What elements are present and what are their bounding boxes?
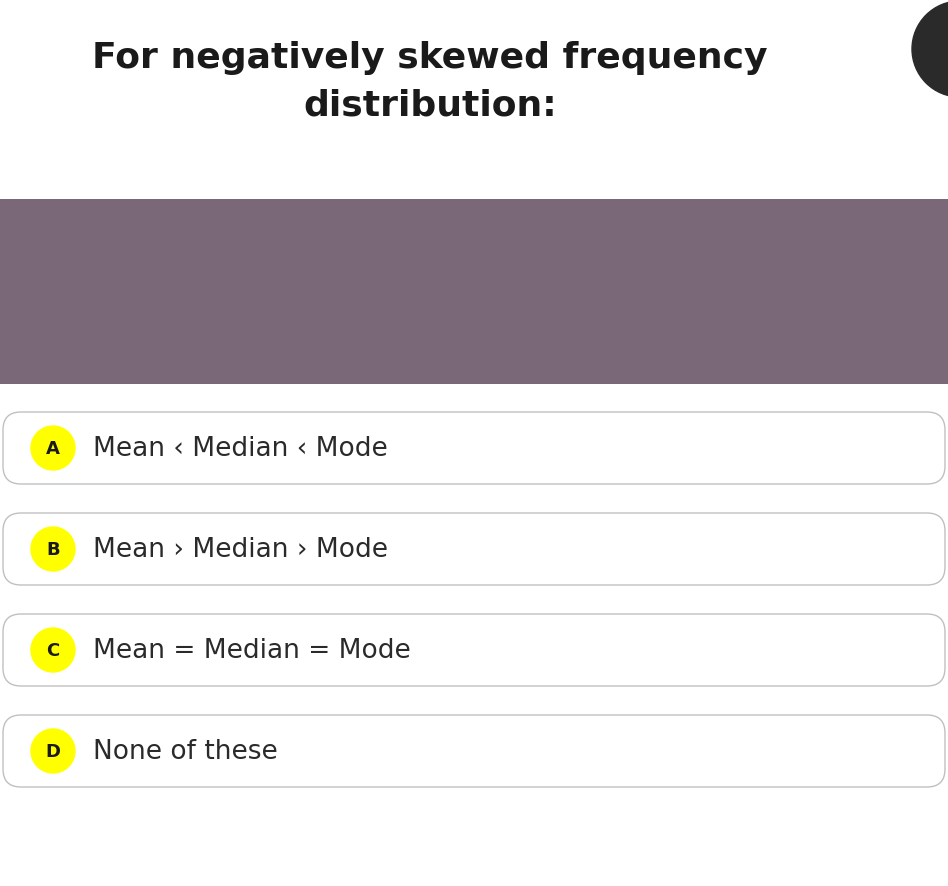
Text: None of these: None of these: [93, 738, 278, 764]
Circle shape: [912, 2, 948, 97]
Text: D: D: [46, 742, 61, 760]
Text: Mean = Median = Mode: Mean = Median = Mode: [93, 637, 410, 664]
Circle shape: [31, 426, 75, 470]
Text: distribution:: distribution:: [303, 88, 556, 122]
Circle shape: [31, 729, 75, 773]
Text: A: A: [46, 439, 60, 457]
Text: Mean ‹ Median ‹ Mode: Mean ‹ Median ‹ Mode: [93, 436, 388, 462]
FancyBboxPatch shape: [0, 199, 948, 385]
Text: For negatively skewed frequency: For negatively skewed frequency: [92, 41, 768, 75]
Circle shape: [31, 527, 75, 571]
Text: Mean › Median › Mode: Mean › Median › Mode: [93, 536, 388, 563]
FancyBboxPatch shape: [3, 715, 945, 787]
FancyBboxPatch shape: [3, 513, 945, 586]
Text: C: C: [46, 641, 60, 659]
FancyBboxPatch shape: [3, 413, 945, 485]
Text: B: B: [46, 540, 60, 558]
Circle shape: [31, 628, 75, 672]
FancyBboxPatch shape: [3, 614, 945, 687]
